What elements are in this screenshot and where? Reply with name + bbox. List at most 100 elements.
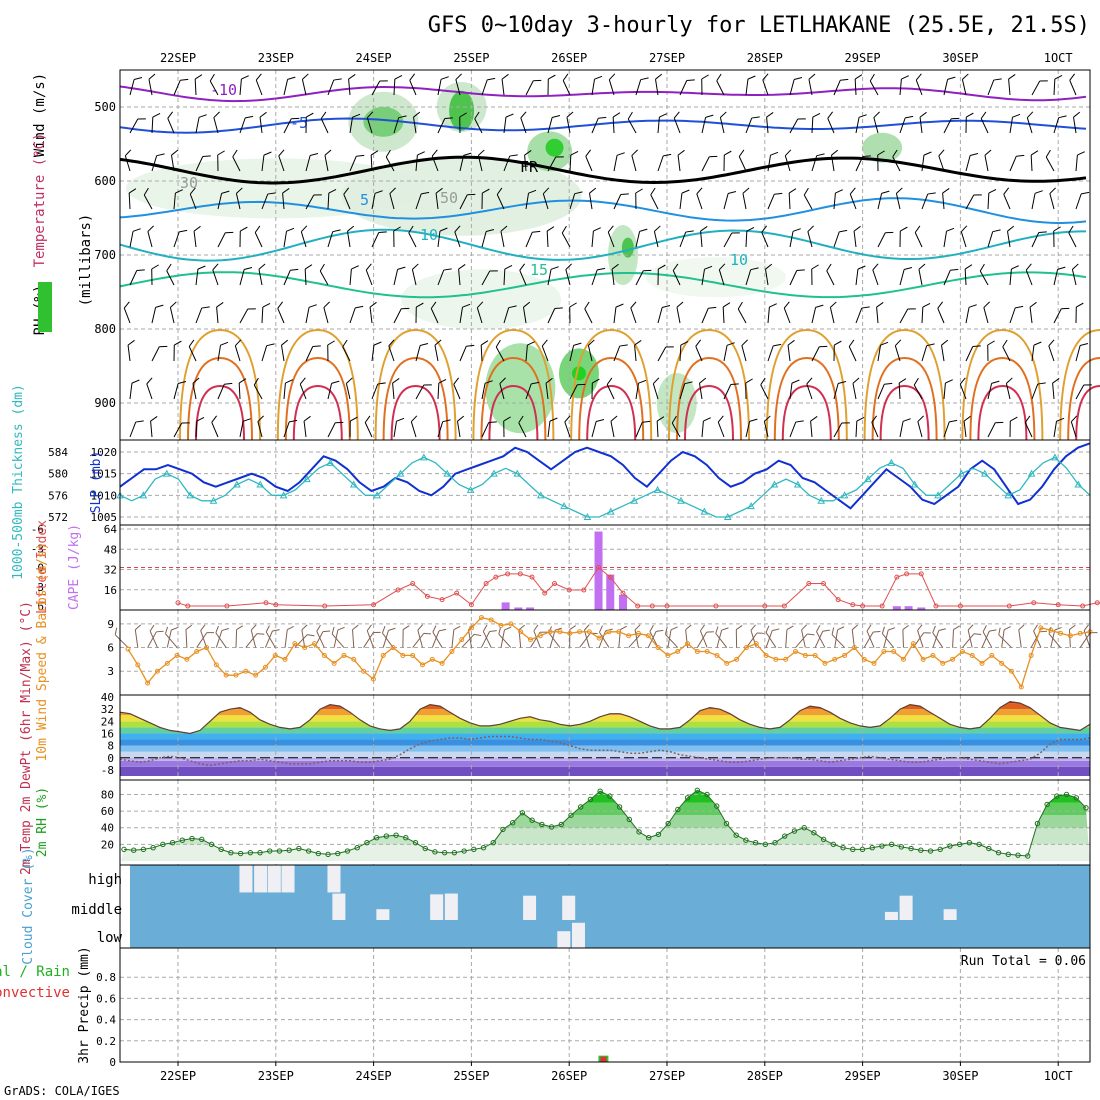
temp-contour-warm (1059, 329, 1100, 441)
wind-barb-staff (855, 269, 859, 286)
li-marker (273, 602, 279, 608)
wind-barb (871, 415, 879, 438)
date-label-top: 25SEP (453, 51, 489, 65)
wind-barb (300, 225, 308, 248)
wind-barb-staff (520, 117, 527, 134)
wind-barb-flag (783, 301, 790, 309)
li-marker (713, 603, 719, 609)
rh-marker (879, 843, 885, 849)
wind-barb-staff (437, 382, 440, 400)
wind-barb-flag (951, 117, 960, 120)
li-marker (263, 600, 269, 606)
cape-bar (526, 607, 535, 610)
wind-barb-staff (1009, 269, 1012, 286)
wind-barb-staff (613, 345, 621, 362)
wind-speed-marker (341, 652, 347, 658)
wind-speed-marker (164, 660, 170, 666)
wind-barb (283, 268, 299, 286)
wind-barb-flag (192, 377, 200, 384)
rh-tick-label: 60 (101, 805, 114, 818)
wind-barb-10m (863, 631, 881, 648)
wind-barb-flag (499, 377, 506, 384)
wind-barb-staff (1073, 117, 1077, 134)
series-line (119, 442, 1091, 510)
wind-barb-flag (612, 112, 621, 118)
wind-barb-flag (198, 114, 207, 118)
wind-barb (415, 151, 425, 172)
wind-barb (415, 384, 432, 400)
wind-speed-line (127, 616, 1091, 689)
wind-barb-staff (811, 155, 818, 172)
wind-barb-flag (220, 341, 229, 346)
wind-barb (963, 415, 971, 438)
wind-barb-staff (518, 629, 522, 648)
wind-barb (810, 416, 818, 438)
wind-barb-staff (607, 231, 615, 248)
wind-barb (1049, 187, 1056, 210)
wind-barb-flag (484, 380, 493, 384)
wind-barb (481, 77, 496, 96)
temp-tick-label: 24 (101, 715, 115, 728)
wind-barb-staff (657, 117, 660, 134)
wind-barb-flag (225, 231, 234, 234)
wind-barb-flag (616, 152, 625, 156)
wind-barb-staff (278, 155, 285, 172)
wind-barb (173, 189, 183, 210)
wind-barb-flag (699, 377, 707, 384)
wind-barb (541, 339, 549, 362)
wind-barb-flag (531, 381, 540, 385)
wind-barb (437, 227, 448, 248)
wind-barb-staff (549, 630, 556, 648)
wind-barb (741, 339, 748, 362)
li-marker (483, 581, 489, 587)
li-marker (581, 587, 587, 593)
wind-barb-flag (238, 378, 247, 384)
wind-barb-flag (520, 111, 527, 119)
rh-marker (684, 795, 691, 801)
wind-barb-staff (979, 270, 989, 286)
wind-barb-staff (364, 422, 373, 438)
wind-barb-flag (941, 339, 949, 346)
wind-barb-flag (1049, 187, 1056, 194)
wind-barb-staff (147, 231, 153, 248)
wind-speed-marker (469, 625, 475, 631)
rh-band (120, 827, 1090, 845)
wind-barb-flag (873, 631, 881, 633)
temp-band (120, 727, 1090, 734)
rh-marker (733, 832, 739, 838)
wind-barb-flag (885, 231, 894, 234)
wind-barb-flag (366, 624, 372, 631)
wind-barb-flag (131, 379, 140, 384)
wind-barb (631, 149, 638, 172)
contour-label: 30 (180, 174, 198, 192)
wind-barb-staff (679, 193, 683, 210)
wind-barb-staff (1083, 630, 1091, 648)
wind-speed-marker (616, 629, 622, 635)
li-tick-label: -6 (31, 523, 44, 536)
wind-barb-staff (917, 630, 924, 648)
wind-barb-staff (1070, 421, 1077, 438)
wind-barb-staff (657, 155, 664, 172)
wind-barb (895, 187, 903, 210)
wind-barb (745, 116, 760, 134)
cloud-level-label: middle (71, 902, 122, 918)
wind-barb-staff (482, 631, 492, 648)
wind-barb (937, 301, 945, 324)
wind-barb-staff (393, 269, 399, 286)
wind-barb-staff (1031, 345, 1035, 362)
wind-speed-marker (498, 622, 504, 628)
wind-speed-marker (125, 646, 131, 652)
wind-barb-staff (877, 345, 881, 362)
li-tick-label: -3 (31, 542, 44, 555)
wind-barb (987, 421, 1004, 438)
wind-barb-staff (696, 193, 703, 210)
wind-barb-flag (554, 307, 563, 309)
thickness-marker (1004, 491, 1013, 499)
wind-barb-10m (301, 624, 308, 648)
temp-contour-warm (871, 356, 938, 441)
wind-barb-staff (1069, 80, 1077, 96)
wind-speed-marker (842, 652, 848, 658)
wind-barb-staff (495, 346, 505, 362)
rh-shading (545, 138, 564, 157)
wind-barb-flag (320, 111, 327, 119)
